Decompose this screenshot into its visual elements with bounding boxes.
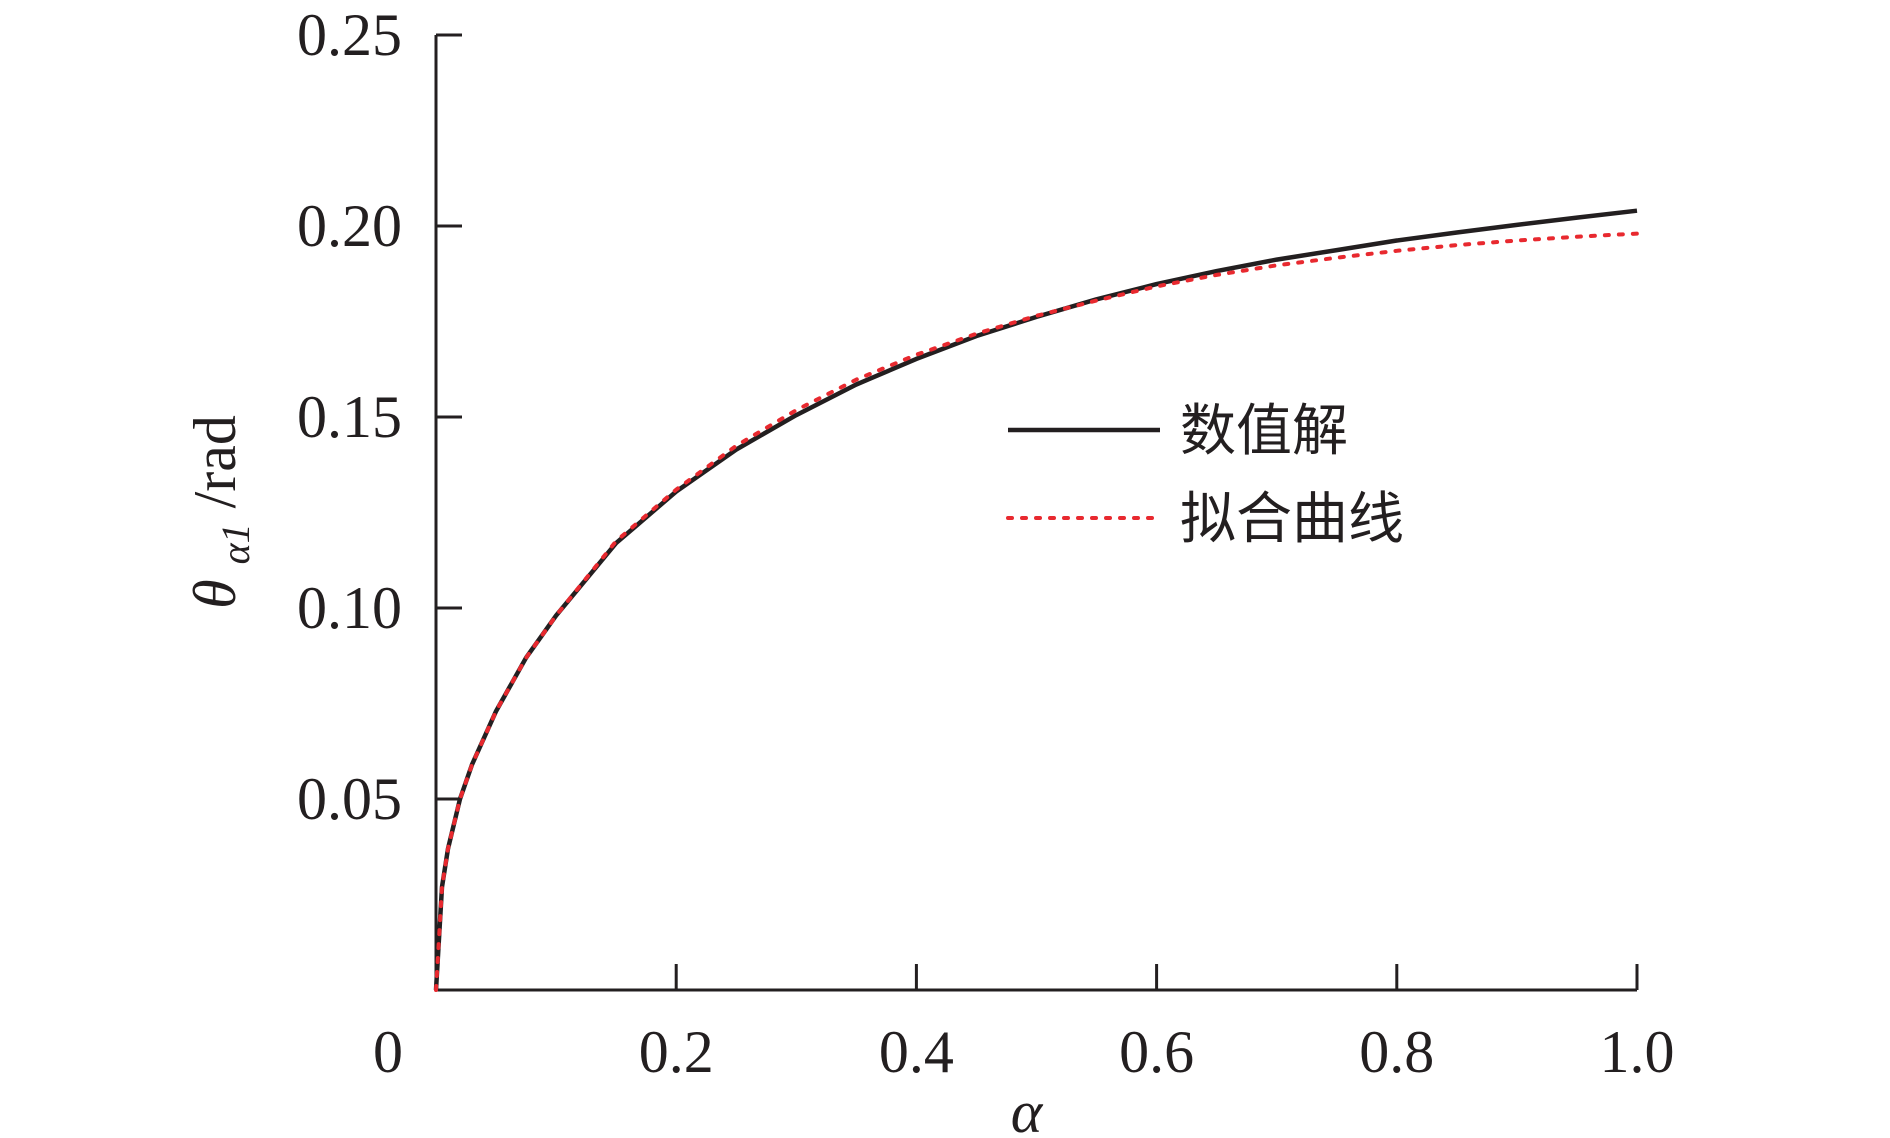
y-tick-label: 0.25: [297, 2, 402, 68]
x-tick-label: 1.0: [1600, 1019, 1675, 1085]
x-tick-label: 0.4: [879, 1019, 954, 1085]
y-tick-label: 0.15: [297, 384, 402, 450]
y-axis-label-symbol: θ: [182, 579, 248, 608]
y-axis-label-unit: /rad: [182, 415, 248, 508]
legend-label-numerical: 数值解: [1180, 399, 1348, 464]
x-tick-label: 0.2: [639, 1019, 714, 1085]
axes: [434, 35, 1637, 992]
y-axis-label-subscript: α1: [213, 523, 258, 564]
y-tick-label: 0.10: [297, 575, 402, 641]
series-line-numerical: [433, 208, 1638, 991]
series-lines: [433, 208, 1639, 992]
ticks: 0.05 0.10 0.15 0.20 0.25 0.2 0.4 0.6 0.8 1.0: [297, 2, 1675, 1085]
y-axis-label: θ α1 /rad: [182, 415, 258, 609]
origin-label: 0: [373, 1019, 403, 1085]
legend-label-fitted: 拟合曲线: [1180, 487, 1404, 552]
y-tick-label: 0.20: [297, 193, 402, 259]
series-line-fitted: [434, 231, 1639, 992]
legend: 数值解 拟合曲线: [1006, 399, 1404, 552]
x-tick-label: 0.8: [1359, 1019, 1434, 1085]
x-axis-label: α: [1011, 1079, 1044, 1138]
x-tick-label: 0.6: [1119, 1019, 1194, 1085]
y-tick-label: 0.05: [297, 766, 402, 832]
